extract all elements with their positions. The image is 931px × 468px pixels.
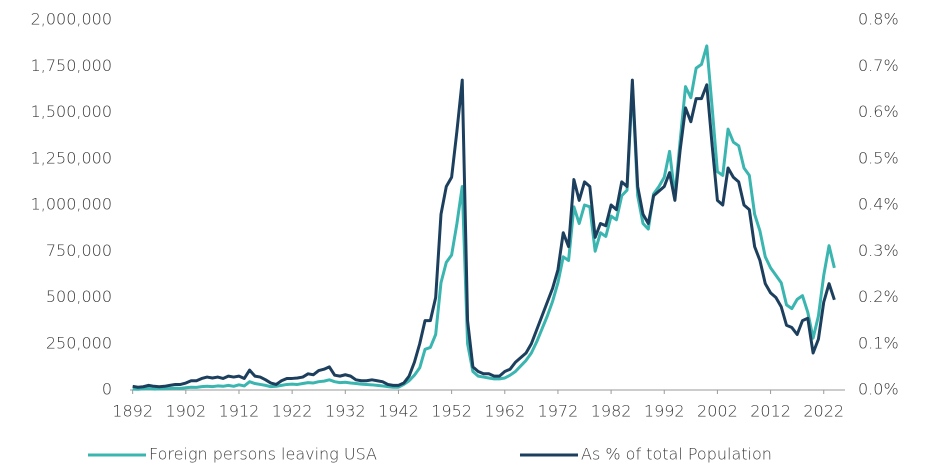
y2-tick-label: 0.4% <box>858 195 899 214</box>
x-tick-label: 1902 <box>165 402 206 421</box>
y2-tick-label: 0.2% <box>858 287 899 306</box>
series-line <box>132 78 836 389</box>
x-tick-label: 2012 <box>750 402 791 421</box>
y2-tick-label: 0.7% <box>858 56 899 75</box>
x-tick-label: 1922 <box>272 402 313 421</box>
x-tick-label: 2022 <box>803 402 844 421</box>
legend-label: As % of total Population <box>581 445 772 464</box>
y2-tick-label: 0.5% <box>858 148 899 167</box>
y-tick-label: 2,000,000 <box>31 10 112 29</box>
x-tick-label: 1982 <box>591 402 632 421</box>
y2-tick-label: 0.8% <box>858 10 899 29</box>
x-tick-label: 1932 <box>325 402 366 421</box>
y-tick-label: 1,250,000 <box>31 148 112 167</box>
y2-tick-label: 0.1% <box>858 333 899 352</box>
y-tick-label: 500,000 <box>46 287 112 306</box>
y-tick-label: 0 <box>102 380 112 399</box>
y-tick-label: 750,000 <box>46 241 112 260</box>
y2-tick-label: 0.3% <box>858 241 899 260</box>
y-tick-label: 1,750,000 <box>31 56 112 75</box>
x-tick-label: 2002 <box>697 402 738 421</box>
y-tick-label: 250,000 <box>46 333 112 352</box>
x-tick-label: 1942 <box>378 402 419 421</box>
x-tick-label: 1992 <box>644 402 685 421</box>
x-tick-label: 1962 <box>484 402 525 421</box>
legend-label: Foreign persons leaving USA <box>149 445 377 464</box>
y-tick-label: 1,500,000 <box>31 102 112 121</box>
y-tick-label: 1,000,000 <box>31 195 112 214</box>
x-tick-label: 1912 <box>219 402 260 421</box>
y2-tick-label: 0.6% <box>858 102 899 121</box>
x-tick-label: 1892 <box>112 402 153 421</box>
y2-tick-label: 0.0% <box>858 380 899 399</box>
series-line <box>132 44 836 391</box>
x-tick-label: 1972 <box>538 402 579 421</box>
x-tick-label: 1952 <box>431 402 472 421</box>
